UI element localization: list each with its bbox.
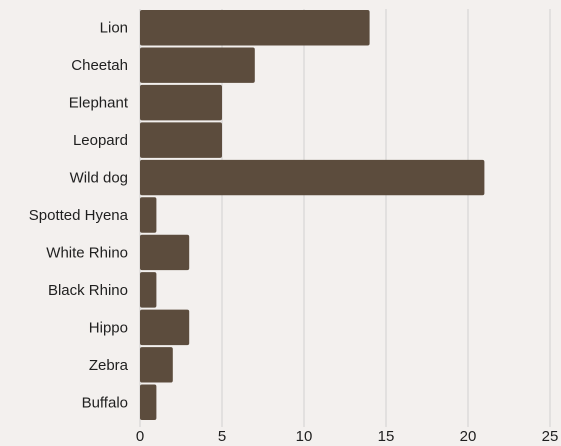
category-label: White Rhino bbox=[46, 244, 128, 261]
x-tick-label: 0 bbox=[136, 428, 144, 445]
category-label: Leopard bbox=[73, 132, 128, 149]
category-label: Hippo bbox=[89, 319, 128, 336]
bar-hippo bbox=[140, 309, 190, 346]
bar-elephant bbox=[140, 84, 222, 121]
category-label: Cheetah bbox=[71, 57, 128, 74]
bar-black-rhino bbox=[140, 272, 157, 308]
x-tick-label: 25 bbox=[542, 428, 559, 445]
bars-group bbox=[140, 10, 485, 420]
x-tick-label: 20 bbox=[460, 428, 477, 445]
x-tick-labels: 0 5 10 15 20 25 bbox=[136, 428, 559, 445]
x-tick-label: 15 bbox=[378, 428, 395, 445]
x-tick-label: 5 bbox=[218, 428, 226, 445]
bar-lion bbox=[140, 10, 370, 46]
category-label: Elephant bbox=[69, 95, 129, 112]
x-tick-label: 10 bbox=[296, 428, 313, 445]
bar-spotted-hyena bbox=[140, 197, 157, 233]
bar-zebra bbox=[140, 347, 173, 383]
category-label: Wild dog bbox=[70, 170, 128, 187]
category-label: Lion bbox=[100, 20, 128, 37]
bar-buffalo bbox=[140, 384, 157, 420]
bar-leopard bbox=[140, 122, 222, 158]
category-label: Spotted Hyena bbox=[29, 207, 129, 224]
category-labels: Lion Cheetah Elephant Leopard Wild dog Spotte… bbox=[29, 20, 129, 412]
category-label: Zebra bbox=[89, 357, 129, 374]
bar-cheetah bbox=[140, 47, 255, 83]
bar-white-rhino bbox=[140, 234, 190, 271]
category-label: Buffalo bbox=[82, 394, 128, 411]
category-label: Black Rhino bbox=[48, 282, 128, 299]
bar-wild-dog bbox=[140, 159, 485, 196]
